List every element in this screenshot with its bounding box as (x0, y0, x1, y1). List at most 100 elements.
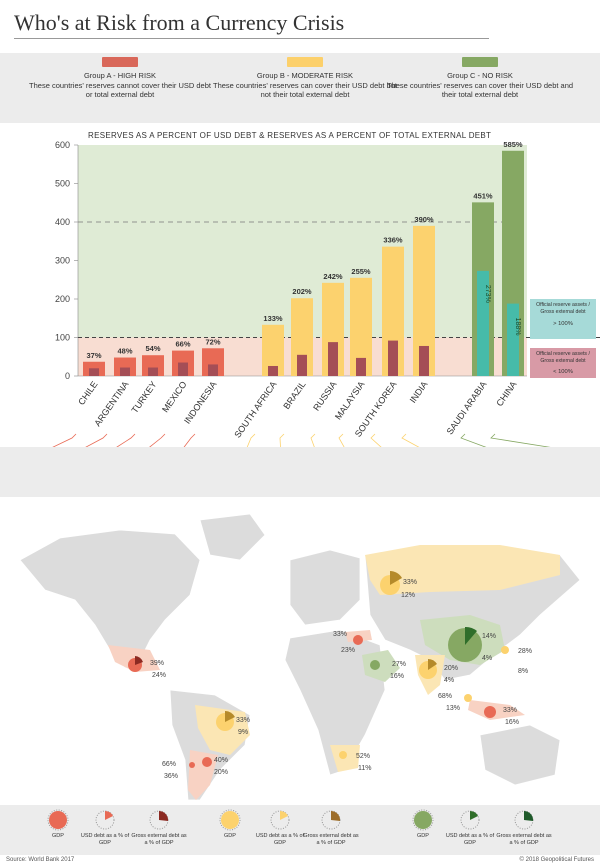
inner-bar-turkey (148, 367, 158, 376)
japan-usd-label: 28% (518, 648, 532, 655)
legend-b-gdp-label: GDP (224, 833, 236, 839)
gdp-leader-line (52, 433, 77, 447)
pie-legend-band: GDP USD debt as a % of GDP Gross externa… (0, 805, 600, 855)
legend-a-gdp-label: GDP (52, 833, 64, 839)
inner-bar-mexico (178, 362, 188, 376)
group-a-legend: Group A - HIGH RISK These countries' res… (25, 57, 215, 100)
y-tick-label: 100 (55, 333, 70, 343)
inner-bar-india (419, 345, 429, 376)
bar-value-label: 255% (351, 267, 371, 276)
saudi-gdp-marker (370, 660, 380, 670)
group-legend: Group A - HIGH RISK These countries' res… (0, 53, 600, 123)
india-usd-label: 20% (444, 665, 458, 672)
group-b-label: Group B - MODERATE RISK (256, 71, 354, 80)
category-label: CHILE (76, 379, 99, 406)
inner-bar-indonesia (208, 364, 218, 376)
europe-shape (289, 549, 361, 626)
bar-value-label: 585% (503, 140, 523, 149)
chile-ext-label: 36% (164, 773, 178, 780)
bar-value-label: 133% (263, 314, 283, 323)
bar-india (413, 225, 435, 376)
note-above-text-2: Gross external debt (540, 309, 586, 315)
category-label: CHINA (494, 379, 518, 408)
note-below-value: < 100% (553, 369, 573, 375)
australia-shape (479, 724, 561, 786)
gdp-leader-line (370, 433, 382, 447)
y-tick-label: 300 (55, 256, 70, 266)
china-usd-label: 14% (482, 633, 496, 640)
indonesia-region (468, 700, 525, 720)
mexico-ext-label: 24% (152, 672, 166, 679)
legend-a-gdp: GDP (38, 809, 78, 840)
source-note: Source: World Bank 2017 (6, 857, 75, 863)
inner-bar-chile (89, 368, 99, 376)
legend-c-ext-label: Gross external debt as a % of GDP (496, 833, 552, 846)
gdp-leader-line (279, 433, 285, 447)
china-debt-wedge (465, 626, 477, 645)
category-label: BRAZIL (281, 379, 307, 411)
category-label: INDIA (408, 379, 430, 404)
note-below-text-2: Gross external debt (540, 358, 586, 364)
legend-a-ext-label: Gross external debt as a % of GDP (131, 833, 187, 846)
japan-gdp-marker (501, 646, 509, 654)
bar-south-africa (262, 324, 284, 376)
bar-value-label: 202% (292, 287, 312, 296)
group-b-desc: These countries' reserves can cover thei… (212, 80, 398, 100)
group-a-desc: These countries' reserves cannot cover t… (29, 80, 211, 100)
inner-bar-south-africa (268, 365, 278, 376)
bar-malaysia (350, 277, 372, 376)
legend-a-usd: USD debt as a % of GDP (80, 809, 130, 846)
inner-bar-brazil (297, 354, 307, 376)
bar-value-label: 48% (117, 347, 132, 356)
brazil-usd-label: 33% (236, 717, 250, 724)
chart-title: RESERVES AS A PERCENT OF USD DEBT & RESE… (88, 131, 491, 140)
copyright-note: © 2018 Geopolitical Futures (519, 857, 594, 863)
legend-a-ext: Gross external debt as a % of GDP (130, 809, 188, 846)
chile-gdp-marker (189, 762, 195, 768)
brazil-ext-label: 9% (238, 729, 248, 736)
south-africa-usd-label: 52% (356, 753, 370, 760)
bar-indonesia (202, 348, 224, 376)
legend-b-ext-label: Gross external debt as a % of GDP (303, 833, 359, 846)
y-tick-label: 400 (55, 217, 70, 227)
y-tick-label: 200 (55, 294, 70, 304)
indonesia-gdp-marker (484, 706, 496, 718)
bar-value-label: 451% (473, 191, 493, 200)
inner-bar-china (507, 303, 519, 376)
map-pie-markers (128, 571, 509, 768)
bar-value-label: 37% (86, 351, 101, 360)
legend-b-gdp: GDP (210, 809, 250, 840)
category-label: SOUTH AFRICA (232, 379, 278, 439)
north-america-shape (19, 529, 201, 669)
malaysia-usd-label: 68% (438, 693, 452, 700)
india-ext-label: 4% (444, 677, 454, 684)
japan-ext-label: 8% (518, 668, 528, 675)
chile-usd-label: 66% (162, 761, 176, 768)
gdp-leader-line (490, 433, 551, 447)
inner-value-label: 188% (514, 318, 521, 336)
mexico-usd-label: 39% (150, 660, 164, 667)
brazil-debt-wedge (225, 710, 235, 722)
saudi-usd-label: 27% (392, 661, 406, 668)
legend-b-usd: USD debt as a % of GDP (255, 809, 305, 846)
china-ext-label: 4% (482, 655, 492, 662)
argentina-usd-label: 40% (214, 757, 228, 764)
group-a-swatch (102, 57, 138, 67)
category-label: RUSSIA (311, 379, 338, 412)
south-africa-gdp-marker (339, 751, 347, 759)
inner-bar-argentina (120, 367, 130, 376)
inner-bar-saudi-arabia (477, 270, 489, 376)
bar-argentina (114, 357, 136, 376)
turkey-ext-label: 23% (341, 647, 355, 654)
inner-bar-malaysia (356, 357, 366, 376)
gdp-leader-line (85, 433, 108, 447)
bar-value-label: 72% (205, 337, 220, 346)
argentina-gdp-marker (202, 757, 212, 767)
mexico-debt-wedge (135, 656, 143, 665)
group-b-legend: Group B - MODERATE RISK These countries'… (210, 57, 400, 100)
bar-value-label: 242% (323, 272, 343, 281)
bar-value-label: 336% (383, 236, 403, 245)
group-a-label: Group A - HIGH RISK (83, 71, 157, 80)
bar-value-label: 66% (175, 340, 190, 349)
saudi-ext-label: 16% (390, 673, 404, 680)
